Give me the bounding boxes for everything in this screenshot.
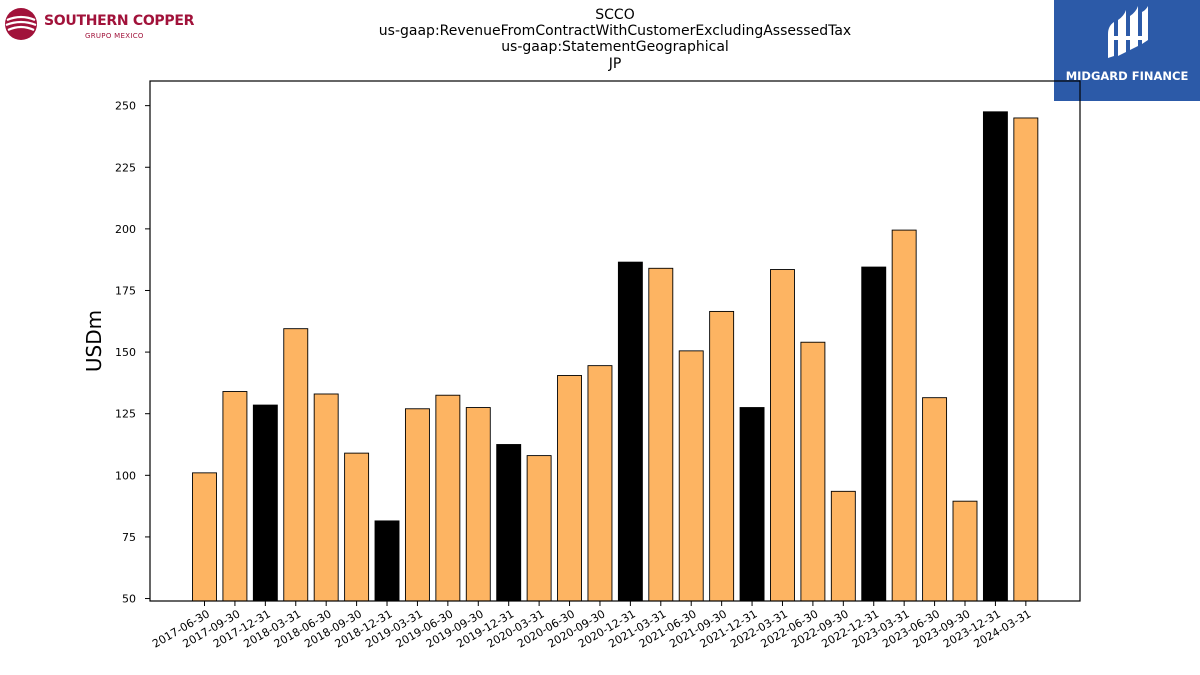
bar-2017-09-30 [222, 391, 248, 602]
y-tick-label-50: 50 [122, 593, 136, 606]
bar-2018-06-30 [313, 393, 339, 602]
bars-group [192, 111, 1039, 602]
y-tick-label-100: 100 [115, 469, 136, 482]
bar-2023-03-31 [891, 229, 917, 602]
chart-title-line-3: us-gaap:StatementGeographical [501, 39, 729, 55]
bar-2019-06-30 [435, 394, 461, 602]
southern-copper-logo-text: SOUTHERN COPPER [44, 13, 195, 29]
bar-2022-03-31 [770, 269, 795, 602]
southern-copper-emblem-icon [5, 8, 37, 40]
bar-2020-09-30 [587, 365, 613, 602]
chart-title-line-4: JP [608, 56, 622, 72]
midgard-emblem-icon [1108, 6, 1148, 58]
y-axis-label: USDm [82, 310, 106, 372]
bar-2017-12-31 [252, 404, 278, 602]
bar-2022-09-30 [830, 490, 856, 602]
bar-2020-03-31 [526, 455, 552, 602]
bar-2022-12-31 [861, 266, 887, 602]
plot-frame [149, 80, 1081, 602]
midgard-finance-logo: MIDGARD FINANCE [1054, 0, 1200, 101]
bar-2022-06-30 [800, 341, 826, 602]
y-axis: 50 75 100 125 150 175 200 225 250 [115, 100, 150, 606]
bar-2017-06-30 [192, 472, 217, 602]
bar-2024-03-31 [1013, 117, 1039, 602]
bar-2020-06-30 [557, 375, 582, 602]
bar-2023-09-30 [952, 500, 978, 602]
bar-2018-12-31 [374, 520, 400, 602]
bar-2023-12-31 [982, 111, 1008, 602]
southern-copper-logo: SOUTHERN COPPER GRUPO MEXICO [4, 4, 204, 44]
bar-2021-12-31 [739, 407, 765, 602]
bar-2019-09-30 [465, 407, 491, 602]
bar-2021-03-31 [648, 267, 674, 602]
x-axis: 2017-06-302017-09-302017-12-312018-03-31… [150, 601, 1033, 651]
y-tick-label-150: 150 [115, 346, 136, 359]
y-tick-label-175: 175 [115, 284, 136, 297]
y-tick-label-125: 125 [115, 408, 136, 421]
bar-2018-03-31 [283, 328, 309, 602]
y-tick-label-225: 225 [115, 161, 136, 174]
southern-copper-logo-subtext: GRUPO MEXICO [85, 32, 144, 40]
y-tick-label-75: 75 [122, 531, 136, 544]
bar-2018-09-30 [344, 452, 370, 602]
bar-2020-12-31 [617, 261, 643, 602]
bar-2021-09-30 [709, 310, 735, 602]
bar-2019-12-31 [496, 444, 522, 602]
y-tick-label-200: 200 [115, 223, 136, 236]
bar-2023-06-30 [922, 397, 948, 602]
bar-2021-06-30 [678, 350, 704, 602]
chart-title-line-1: SCCO [595, 7, 635, 23]
chart-title-line-2: us-gaap:RevenueFromContractWithCustomerE… [378, 23, 852, 39]
midgard-finance-logo-text: MIDGARD FINANCE [1065, 69, 1189, 83]
bar-2019-03-31 [404, 408, 430, 602]
y-tick-label-250: 250 [115, 100, 136, 113]
